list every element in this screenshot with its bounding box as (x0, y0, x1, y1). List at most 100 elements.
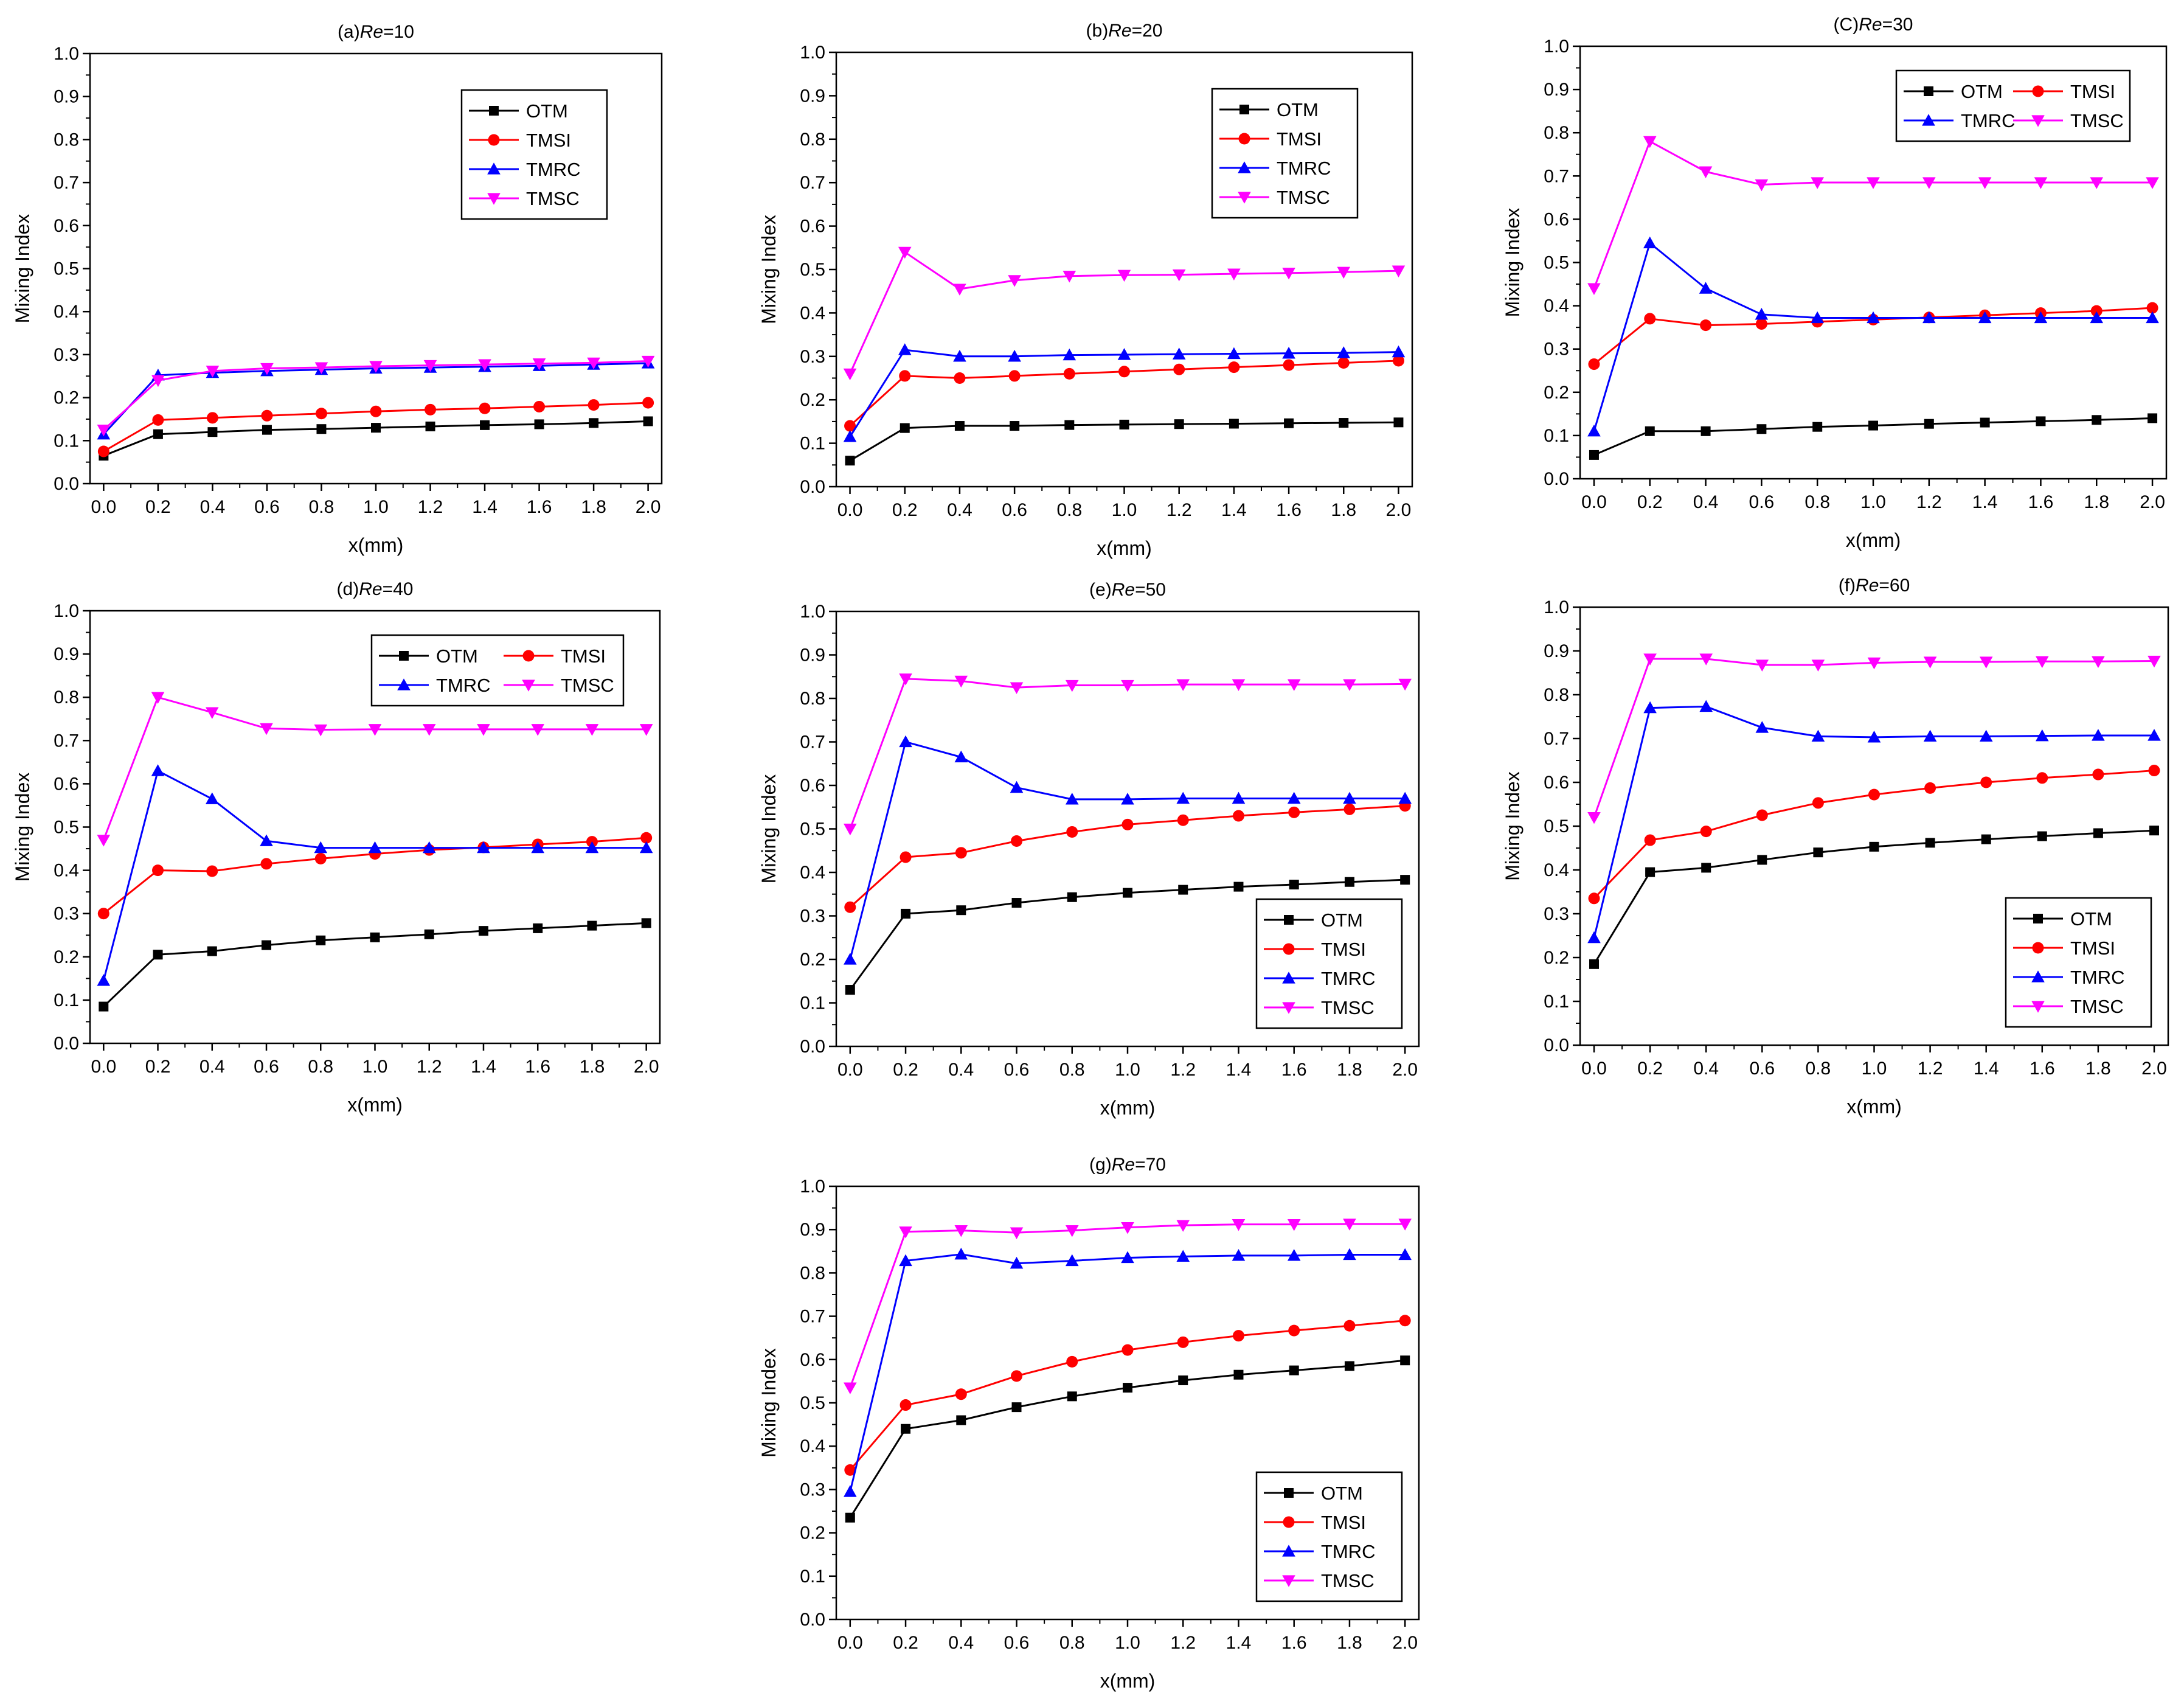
data-point-tmsc (1343, 679, 1356, 691)
data-point-tmsi (260, 858, 272, 870)
legend-label-tmsi: TMSI (1321, 1512, 1366, 1533)
data-point-tmsi (97, 908, 109, 920)
data-point-otm (643, 416, 653, 426)
data-point-tmrc (1923, 729, 1937, 742)
data-point-tmrc (1337, 346, 1351, 358)
data-point-tmrc (1227, 347, 1241, 360)
data-point-tmsc (1008, 275, 1021, 287)
data-point-otm (1400, 875, 1410, 885)
data-point-otm (1339, 418, 1349, 428)
y-axis-label: Mixing Index (12, 773, 33, 882)
x-tick-label: 1.0 (1115, 1060, 1140, 1080)
data-point-otm (2036, 416, 2046, 426)
data-point-tmrc (2148, 729, 2161, 741)
data-point-tmsi (206, 865, 218, 877)
y-tick-label: 0.6 (800, 217, 825, 237)
x-tick-label: 0.6 (1004, 1633, 1030, 1653)
y-tick-label: 0.0 (800, 1610, 825, 1630)
legend-label-otm: OTM (2070, 908, 2112, 930)
data-point-tmsi (1399, 1315, 1411, 1327)
data-point-tmrc (1867, 311, 1880, 324)
x-tick-label: 1.8 (2085, 1059, 2111, 1079)
y-tick-label: 0.8 (1544, 685, 1569, 705)
data-point-otm (153, 429, 163, 439)
data-point-tmsi (1121, 818, 1134, 830)
data-point-tmsi (533, 400, 546, 412)
data-point-otm (1123, 1383, 1132, 1393)
panel-title: (d)Re=40 (337, 579, 414, 599)
data-point-otm (2037, 831, 2047, 841)
data-point-otm (1980, 417, 1990, 428)
y-tick-label: 0.6 (800, 776, 825, 796)
legend-marker-otm (1284, 915, 1294, 925)
x-tick-label: 2.0 (2140, 492, 2165, 512)
legend-label-tmsi: TMSI (526, 130, 571, 151)
x-tick-label: 1.0 (1862, 1059, 1887, 1079)
data-point-tmrc (1811, 311, 1824, 324)
x-tick-label: 0.4 (948, 1060, 974, 1080)
data-point-otm (2149, 826, 2159, 836)
data-point-tmrc (954, 1247, 968, 1260)
data-point-tmsi (1228, 361, 1240, 374)
y-tick-label: 0.3 (54, 904, 79, 924)
y-tick-label: 0.7 (1544, 729, 1569, 749)
x-axis-label: x(mm) (1100, 1097, 1156, 1119)
x-tick-label: 1.0 (362, 1057, 388, 1077)
data-point-tmrc (1699, 700, 1713, 712)
y-tick-label: 0.3 (800, 1480, 825, 1500)
y-axis-label: Mixing Index (758, 1348, 780, 1458)
series-line-tmrc (849, 1253, 1406, 1492)
data-point-tmrc (1232, 791, 1246, 804)
data-point-otm (1119, 419, 1129, 429)
data-point-otm (207, 427, 218, 437)
data-point-tmsc (954, 1225, 968, 1237)
legend-marker-otm (399, 651, 409, 661)
y-tick-label: 0.5 (800, 1393, 825, 1413)
legend-label-otm: OTM (526, 100, 568, 122)
y-tick-label: 1.0 (800, 43, 825, 63)
data-point-tmsi (955, 1388, 967, 1400)
data-point-otm (371, 423, 381, 433)
data-point-tmsc (1643, 136, 1657, 148)
data-point-tmsi (844, 420, 856, 432)
data-point-tmsi (315, 408, 327, 420)
data-point-tmrc (954, 750, 968, 763)
data-point-otm (425, 421, 435, 431)
legend-label-tmrc: TMRC (1961, 110, 2016, 131)
legend-marker-tmsi (2032, 942, 2044, 954)
data-point-tmrc (1978, 311, 1992, 324)
legend-marker-otm (1284, 1488, 1294, 1498)
data-point-tmsi (1232, 1330, 1244, 1342)
data-point-tmsc (2092, 656, 2105, 669)
data-point-tmsc (639, 724, 653, 736)
data-point-tmrc (898, 343, 912, 355)
data-point-otm (1813, 847, 1823, 858)
data-point-tmsc (641, 355, 655, 368)
data-point-tmsi (1011, 1370, 1023, 1382)
legend-label-tmrc: TMRC (1277, 158, 1331, 179)
data-point-tmsc (844, 1382, 857, 1394)
legend-marker-tmrc (1238, 161, 1251, 173)
data-point-tmrc (1343, 791, 1356, 804)
y-tick-label: 0.3 (800, 906, 825, 927)
legend: OTM TMSI TMRC TMSC (1211, 88, 1359, 219)
data-point-otm (534, 419, 544, 429)
legend-label-tmsi: TMSI (2070, 937, 2115, 959)
data-point-tmsi (900, 1399, 912, 1411)
data-point-tmrc (1392, 345, 1406, 358)
x-tick-label: 2.0 (1392, 1633, 1418, 1653)
data-point-otm (954, 421, 965, 431)
chart-panel-6: (f)Re=60 0.0 0.2 0.4 0.6 0.8 1.0 1.2 1.4 1.6 1.8 2.… (1502, 576, 2169, 1118)
legend-marker-tmsi (2032, 85, 2044, 97)
data-point-otm (641, 918, 651, 928)
data-point-tmsc (151, 375, 165, 388)
chart-panel-7: (g)Re=70 0.0 0.2 0.4 0.6 0.8 1.0 1.2 1.4 1.6 1.8 2.… (758, 1155, 1420, 1692)
y-tick-label: 0.2 (54, 947, 79, 967)
y-tick-label: 0.0 (800, 1037, 825, 1057)
data-point-tmsc (260, 723, 273, 736)
legend-marker-tmsi (488, 134, 500, 146)
data-point-tmsc (585, 724, 599, 736)
data-point-tmsc (1232, 1219, 1246, 1231)
y-tick-label: 0.4 (54, 861, 79, 881)
